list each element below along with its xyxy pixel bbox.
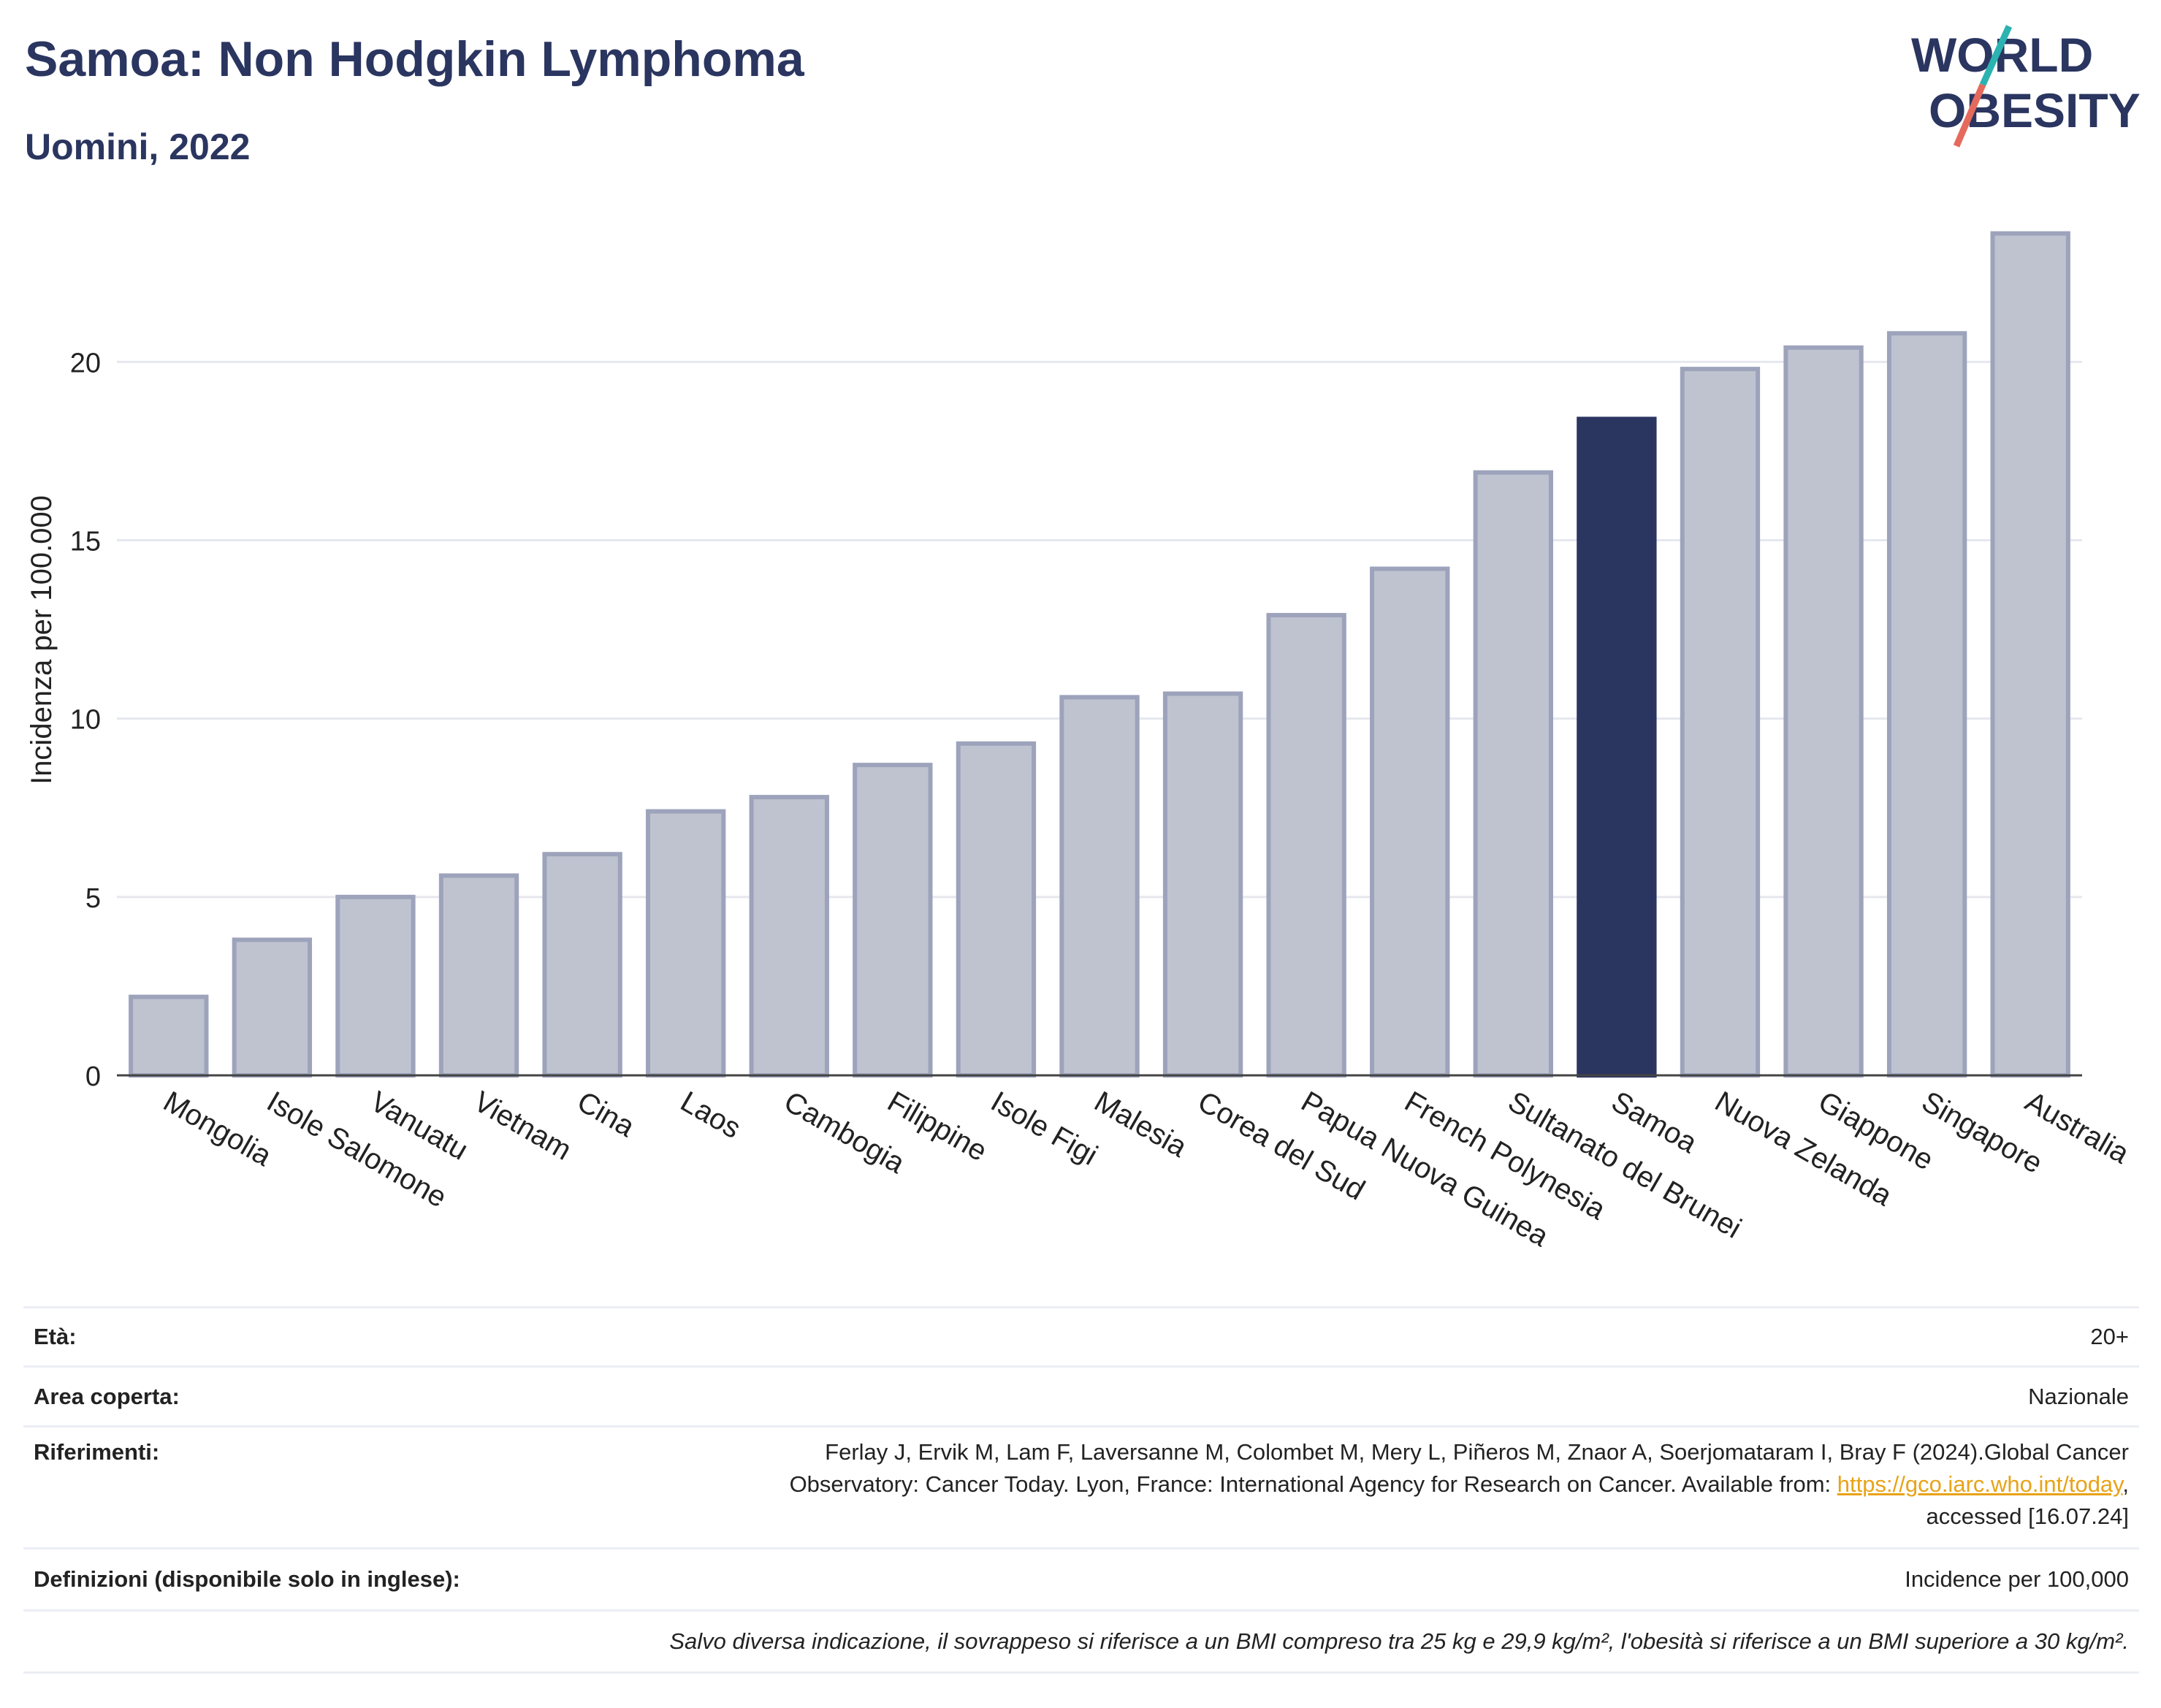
y-tick-label: 10 bbox=[70, 705, 101, 736]
y-tick-label: 20 bbox=[70, 348, 101, 378]
ref-line3: accessed [16.07.24] bbox=[1926, 1503, 2129, 1529]
x-tick-label: Vietnam bbox=[468, 1086, 576, 1167]
logo-stripe-teal bbox=[1979, 25, 2013, 86]
x-tick-label: Isole Salomone bbox=[262, 1086, 452, 1214]
bar-australia[interactable] bbox=[1990, 231, 2070, 1078]
x-tick-label: Isole Figi bbox=[986, 1086, 1103, 1172]
area-value: Nazionale bbox=[2028, 1383, 2129, 1409]
bar-sultanato-del-brunei[interactable] bbox=[1473, 470, 1553, 1078]
x-tick-label: Laos bbox=[675, 1086, 746, 1145]
x-tick-label: Malesia bbox=[1089, 1086, 1193, 1164]
age-label: Età: bbox=[34, 1324, 77, 1349]
ref-label: Riferimenti: bbox=[34, 1439, 160, 1465]
bar-papua-nuova-guinea[interactable] bbox=[1266, 613, 1346, 1078]
row-note: Salvo diversa indicazione, il sovrappeso… bbox=[23, 1609, 2139, 1674]
row-definitions: Definizioni (disponibile solo in inglese… bbox=[23, 1547, 2139, 1609]
row-references: Riferimenti: Ferlay J, Ervik M, Lam F, L… bbox=[23, 1425, 2139, 1547]
chart-title: Samoa: Non Hodgkin Lymphoma bbox=[25, 31, 804, 87]
ref-link[interactable]: https://gco.iarc.who.int/today bbox=[1837, 1471, 2123, 1497]
def-value: Incidence per 100,000 bbox=[1905, 1566, 2129, 1592]
info-table: Età: 20+ Area coperta: Nazionale Riferim… bbox=[23, 1306, 2139, 1674]
age-value: 20+ bbox=[2090, 1324, 2129, 1349]
x-tick-label: Nuova Zelanda bbox=[1710, 1086, 1898, 1213]
bar-laos[interactable] bbox=[646, 809, 726, 1078]
bar-singapore[interactable] bbox=[1886, 331, 1967, 1078]
area-label: Area coperta: bbox=[34, 1383, 180, 1409]
bar-vanuatu[interactable] bbox=[335, 894, 416, 1078]
y-tick-label: 0 bbox=[85, 1061, 101, 1092]
bar-malesia[interactable] bbox=[1059, 695, 1140, 1078]
bar-mongolia[interactable] bbox=[129, 994, 209, 1078]
bar-cina[interactable] bbox=[542, 852, 622, 1078]
y-tick-label: 5 bbox=[85, 883, 101, 914]
bar-cambogia[interactable] bbox=[749, 795, 829, 1078]
logo-stripe-coral bbox=[1953, 83, 1986, 148]
obesity-note: Salvo diversa indicazione, il sovrappeso… bbox=[669, 1628, 2129, 1654]
def-label: Definizioni (disponibile solo in inglese… bbox=[34, 1566, 460, 1592]
row-area: Area coperta: Nazionale bbox=[23, 1365, 2139, 1425]
bars bbox=[129, 231, 2070, 1078]
bar-french-polynesia[interactable] bbox=[1370, 566, 1450, 1078]
y-tick-label: 15 bbox=[70, 527, 101, 557]
bar-samoa[interactable] bbox=[1577, 416, 1657, 1078]
bar-isole-figi[interactable] bbox=[956, 741, 1037, 1078]
bar-nuova-zelanda[interactable] bbox=[1680, 367, 1761, 1078]
bar-vietnam[interactable] bbox=[438, 873, 519, 1078]
x-tick-label: Mongolia bbox=[158, 1086, 277, 1173]
bar-isole-salomone[interactable] bbox=[232, 937, 313, 1078]
bar-corea-del-sud[interactable] bbox=[1162, 691, 1243, 1078]
y-axis-label: Incidenza per 100.000 bbox=[26, 495, 58, 785]
x-tick-label: Cina bbox=[572, 1086, 641, 1144]
ref-line2: Observatory: Cancer Today. Lyon, France:… bbox=[789, 1471, 1832, 1497]
world-obesity-logo: WORLD OBESITY bbox=[1911, 25, 2141, 148]
row-age: Età: 20+ bbox=[23, 1306, 2139, 1365]
bar-filippine[interactable] bbox=[853, 763, 933, 1078]
ref-line1: Ferlay J, Ervik M, Lam F, Laversanne M, … bbox=[825, 1439, 2129, 1465]
ref-value: Ferlay J, Ervik M, Lam F, Laversanne M, … bbox=[789, 1439, 2129, 1529]
bar-giappone[interactable] bbox=[1783, 345, 1864, 1078]
chart-subtitle: Uomini, 2022 bbox=[25, 126, 251, 167]
